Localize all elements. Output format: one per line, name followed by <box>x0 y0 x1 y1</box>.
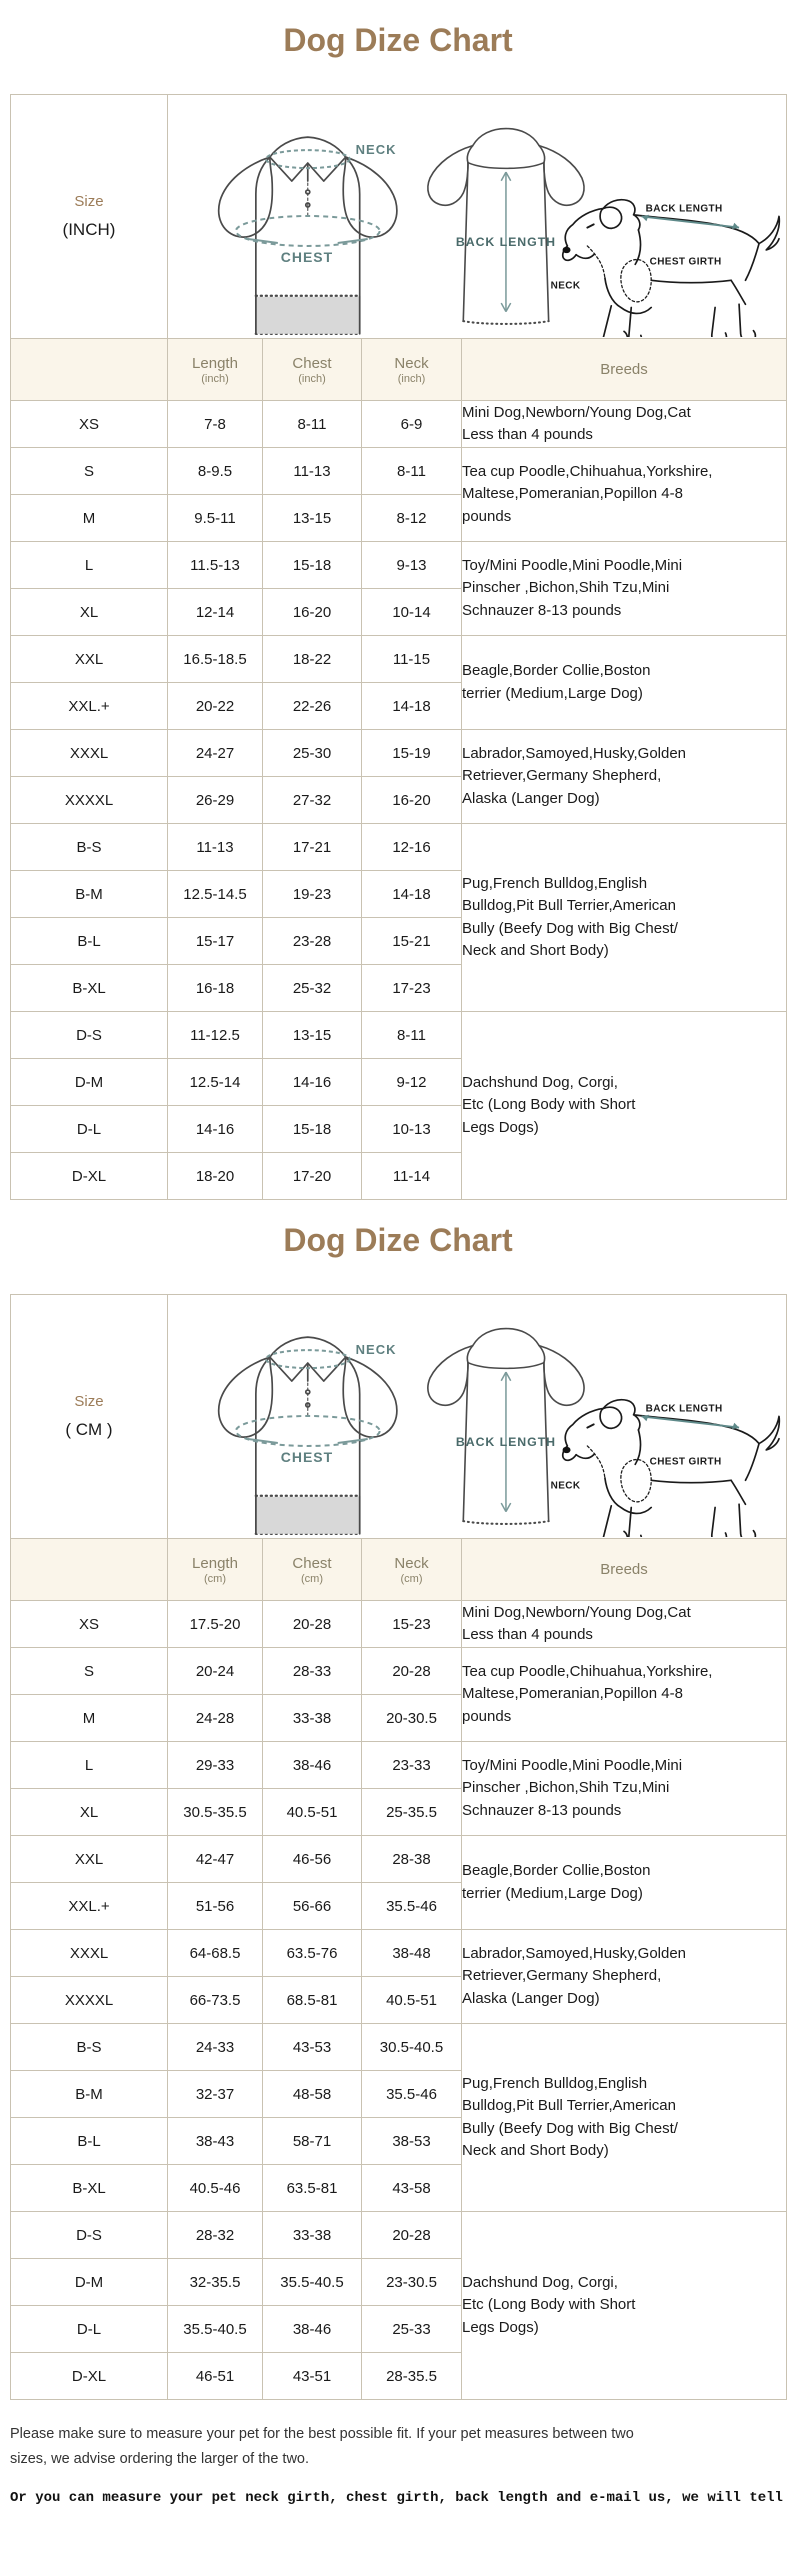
svg-text:BACK LENGTH: BACK LENGTH <box>456 1435 556 1449</box>
svg-text:BACK LENGTH: BACK LENGTH <box>456 235 556 249</box>
svg-text:BACK LENGTH: BACK LENGTH <box>646 1404 723 1415</box>
svg-text:NECK: NECK <box>551 1480 581 1491</box>
svg-text:NECK: NECK <box>356 142 397 157</box>
svg-text:BACK LENGTH: BACK LENGTH <box>646 204 723 215</box>
svg-text:CHEST: CHEST <box>281 1449 333 1465</box>
svg-text:CHEST: CHEST <box>281 249 333 265</box>
svg-text:CHEST GIRTH: CHEST GIRTH <box>650 1456 722 1467</box>
svg-text:NECK: NECK <box>551 280 581 291</box>
svg-text:NECK: NECK <box>356 1342 397 1357</box>
svg-text:CHEST GIRTH: CHEST GIRTH <box>650 256 722 267</box>
